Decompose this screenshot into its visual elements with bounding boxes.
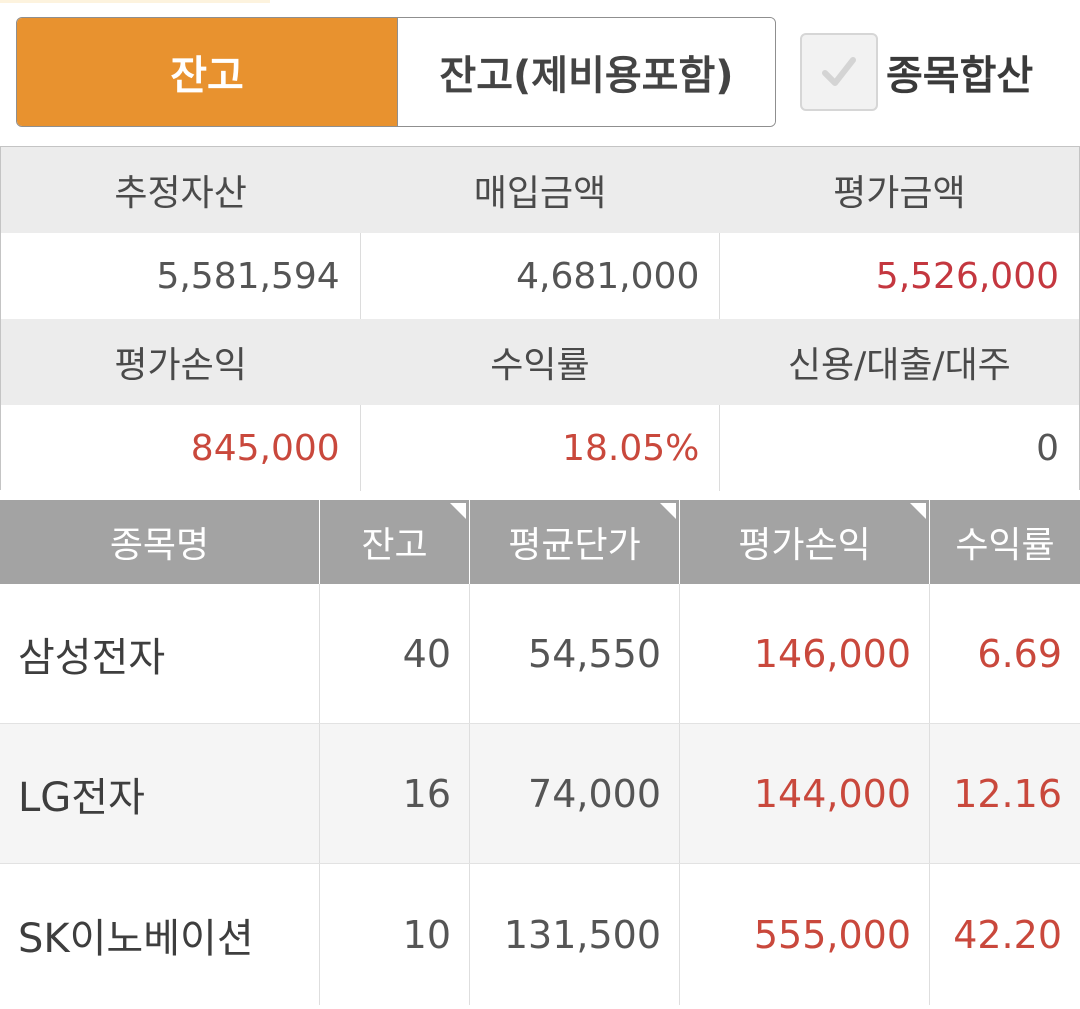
tab-balance[interactable]: 잔고 [17,18,397,126]
sort-corner-icon [910,503,926,519]
stock-return: 6.69 [977,631,1062,676]
stock-avg-price: 131,500 [470,864,680,1005]
stock-name: 삼성전자 [0,584,320,723]
return-rate-value: 18.05% [361,405,721,491]
stock-return: 12.16 [953,771,1062,816]
purchase-amount-value: 4,681,000 [361,233,721,319]
column-header-label: 잔고 [361,525,428,566]
top-controls: 잔고 잔고(제비용포함) 종목합산 [0,0,1080,146]
stock-avg-price: 74,000 [470,724,680,863]
evaluation-amount-label: 평가금액 [833,173,966,214]
stock-name: SK이노베이션 [0,864,320,1005]
holdings-table: 종목명 잔고 평균단가 평가손익 수익률 삼성전자 40 54,550 146,… [0,500,1080,1009]
stock-qty: 40 [320,584,470,723]
sort-corner-icon [450,503,466,519]
summary-value-row: 845,000 18.05% 0 [1,405,1079,491]
credit-loan-label: 신용/대출/대주 [787,345,1011,386]
stock-qty: 10 [320,864,470,1005]
evaluation-amount-value: 5,526,000 [875,255,1060,297]
stock-pnl: 555,000 [680,864,930,1005]
balance-tab-group: 잔고 잔고(제비용포함) [16,17,776,127]
top-accent-strip [0,0,270,3]
purchase-amount-label: 매입금액 [473,173,607,214]
combine-holdings-toggle[interactable]: 종목합산 [800,33,1033,111]
holdings-header-row: 종목명 잔고 평균단가 평가손익 수익률 [0,500,1080,584]
return-rate-label: 수익률 [490,345,590,386]
column-header-return[interactable]: 수익률 [930,500,1080,584]
stock-pnl: 146,000 [680,584,930,723]
column-header-label: 평균단가 [508,525,641,566]
combine-holdings-checkbox[interactable] [800,33,878,111]
stock-name: LG전자 [0,724,320,863]
stock-avg-price: 54,550 [470,584,680,723]
tab-balance-incl-fees[interactable]: 잔고(제비용포함) [397,18,775,126]
estimated-assets-label: 추정자산 [114,173,247,214]
column-header-avg-price[interactable]: 평균단가 [470,500,680,584]
summary-header-row: 평가손익 수익률 신용/대출/대주 [1,319,1079,405]
credit-loan-value: 0 [1036,427,1060,469]
column-header-name[interactable]: 종목명 [0,500,320,584]
table-row[interactable]: 삼성전자 40 54,550 146,000 6.69 [0,584,1080,724]
evaluation-pnl-value: 845,000 [1,405,361,491]
column-header-label: 수익률 [955,525,1055,566]
account-summary: 추정자산 매입금액 평가금액 5,581,594 4,681,000 5,526… [0,146,1080,491]
table-row[interactable]: SK이노베이션 10 131,500 555,000 42.20 [0,864,1080,1005]
combine-holdings-label: 종목합산 [886,53,1034,99]
estimated-assets-value: 5,581,594 [1,233,361,319]
column-header-label: 평가손익 [738,525,871,566]
summary-value-row: 5,581,594 4,681,000 5,526,000 [1,233,1079,319]
column-header-qty[interactable]: 잔고 [320,500,470,584]
evaluation-pnl-label: 평가손익 [114,345,247,386]
checkmark-icon [822,57,856,86]
summary-header-row: 추정자산 매입금액 평가금액 [1,147,1079,233]
column-header-pnl[interactable]: 평가손익 [680,500,930,584]
stock-qty: 16 [320,724,470,863]
table-row[interactable]: LG전자 16 74,000 144,000 12.16 [0,724,1080,864]
column-header-label: 종목명 [109,525,210,566]
stock-pnl: 144,000 [680,724,930,863]
sort-corner-icon [660,503,676,519]
stock-return: 42.20 [953,912,1062,957]
